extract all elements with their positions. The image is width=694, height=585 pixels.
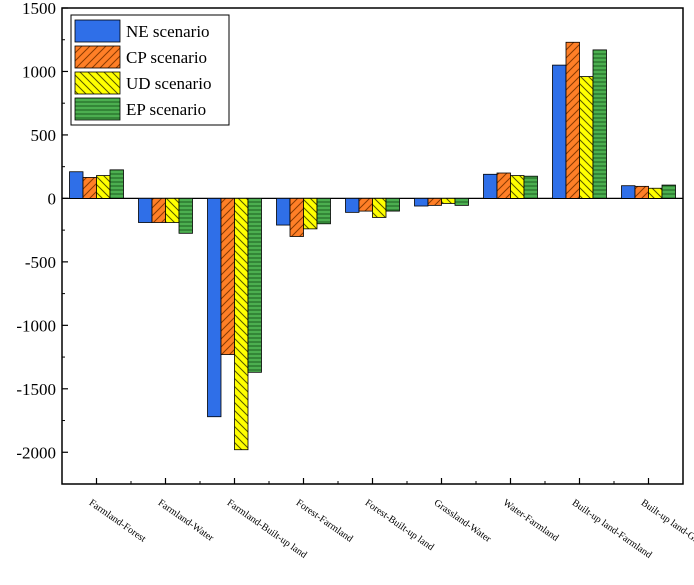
x-axis: Farmland-Forest Farmland-Water Farmland-Bu… [61,478,694,562]
x-category-label: Forest-Farmland [294,497,355,544]
x-category-label: Water-Farmland [501,497,561,543]
legend-label: EP scenario [126,100,206,119]
legend-swatch [74,97,121,121]
bar-ud-scenario-2 [234,197,249,451]
bar-ud-scenario-6 [510,175,525,199]
y-axis: 1500 1000 500 0 -500 -1000 -1500 -2000 [16,0,68,485]
bar-ne-scenario-7 [552,64,567,199]
x-category-label: Farmland-Forest [87,497,148,544]
y-tick-label: 500 [31,126,57,145]
bar-cp-scenario-5 [427,197,442,206]
bar-ud-scenario-7 [579,76,594,199]
bar-ep-scenario-8 [661,184,676,199]
bar-cp-scenario-3 [289,197,304,237]
bar-ep-scenario-7 [592,49,607,199]
bar-ud-scenario-0 [96,175,111,199]
bar-ne-scenario-2 [207,197,222,418]
bar-cp-scenario-4 [358,197,373,212]
bars [69,41,676,451]
bar-ud-scenario-1 [165,197,180,223]
y-tick-label: 1000 [22,62,56,81]
bar-ep-scenario-3 [316,197,331,225]
x-category-label: Forest-Built-up land [363,497,436,553]
legend-swatch [74,71,121,95]
bar-ne-scenario-1 [138,197,153,223]
bar-ne-scenario-6 [483,173,498,199]
y-tick-label: 0 [48,189,57,208]
bar-ne-scenario-5 [414,197,429,207]
legend-swatch [74,45,121,69]
legend-label: UD scenario [126,74,211,93]
bar-ud-scenario-8 [648,187,663,199]
y-tick-label: 1500 [22,0,56,18]
bar-ud-scenario-3 [303,197,318,230]
y-tick-label: -1500 [16,380,56,399]
bar-ep-scenario-1 [178,197,193,234]
y-tick-label: -1000 [16,316,56,335]
bar-ud-scenario-4 [372,197,387,218]
legend-label: NE scenario [126,22,210,41]
bar-ud-scenario-5 [441,197,456,204]
bar-ne-scenario-8 [621,185,636,199]
bar-ep-scenario-0 [109,169,124,199]
bar-cp-scenario-1 [151,197,166,223]
bar-ne-scenario-0 [69,171,84,199]
legend-label: CP scenario [126,48,207,67]
bar-cp-scenario-7 [565,41,580,199]
bar-cp-scenario-6 [496,172,511,199]
bar-cp-scenario-8 [634,185,649,199]
bar-cp-scenario-2 [220,197,235,355]
y-tick-label: -500 [25,253,56,272]
x-category-label: Farmland-Water [156,497,216,544]
bar-ne-scenario-4 [345,197,360,213]
bar-ep-scenario-4 [385,197,400,212]
legend-swatch [74,19,121,43]
x-category-label: Grassland-Water [432,497,494,545]
y-tick-label: -2000 [16,443,56,462]
bar-ep-scenario-6 [523,175,538,199]
bar-ep-scenario-5 [454,197,469,206]
bar-cp-scenario-0 [82,177,97,199]
legend: NE scenario CP scenario UD scenario EP scen… [70,14,230,126]
bar-ne-scenario-3 [276,197,291,226]
bar-ep-scenario-2 [247,197,262,373]
